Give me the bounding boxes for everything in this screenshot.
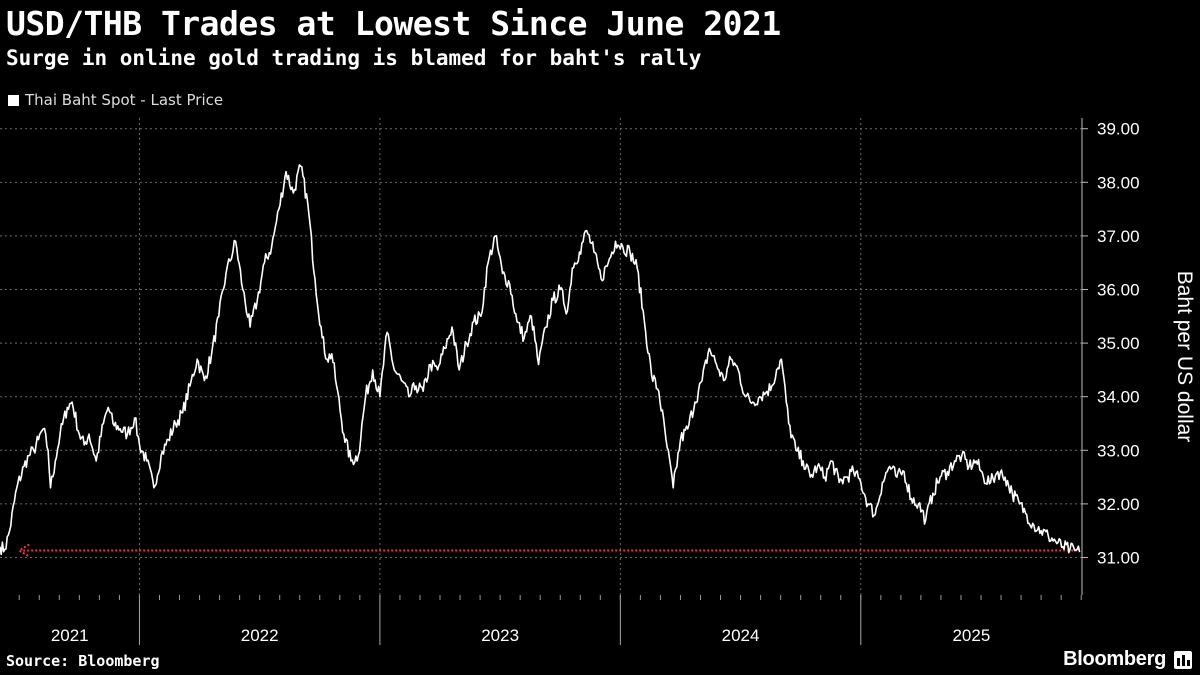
y-axis-title: Baht per US dollar (1173, 271, 1196, 443)
legend-swatch (8, 94, 19, 106)
annotations (17, 543, 1080, 558)
y-tick-label: 33.00 (1097, 441, 1140, 460)
y-tick-label: 37.00 (1097, 227, 1140, 246)
brand-icon (1174, 651, 1192, 669)
y-tick-label: 32.00 (1097, 495, 1140, 514)
axes: 31.00 32.00 33.00 34.00 35.00 36.00 37.00 38.00… (18, 118, 1196, 645)
x-tick-label: 2025 (952, 626, 990, 645)
source-note: Source: Bloomberg (6, 652, 160, 670)
y-tick-label: 39.00 (1097, 120, 1140, 139)
x-tick-label: 2024 (722, 626, 760, 645)
chart-subtitle: Surge in online gold trading is blamed f… (6, 46, 702, 70)
y-tick-label: 38.00 (1097, 173, 1140, 192)
brand-logo: Bloomberg (1063, 648, 1166, 670)
legend-label: Thai Baht Spot - Last Price (25, 91, 224, 109)
x-tick-label: 2023 (481, 626, 519, 645)
series-layer (0, 164, 1081, 556)
chart-title: USD/THB Trades at Lowest Since June 2021 (6, 4, 781, 43)
y-tick-label: 36.00 (1097, 281, 1140, 300)
x-tick-label: 2022 (241, 626, 279, 645)
series-line-usdthb (0, 164, 1081, 556)
y-tick-label: 35.00 (1097, 334, 1140, 353)
x-tick-label: 2021 (51, 626, 89, 645)
y-tick-label: 31.00 (1097, 548, 1140, 567)
grid (0, 118, 1082, 595)
y-tick-label: 34.00 (1097, 388, 1140, 407)
legend: Thai Baht Spot - Last Price (8, 91, 223, 109)
